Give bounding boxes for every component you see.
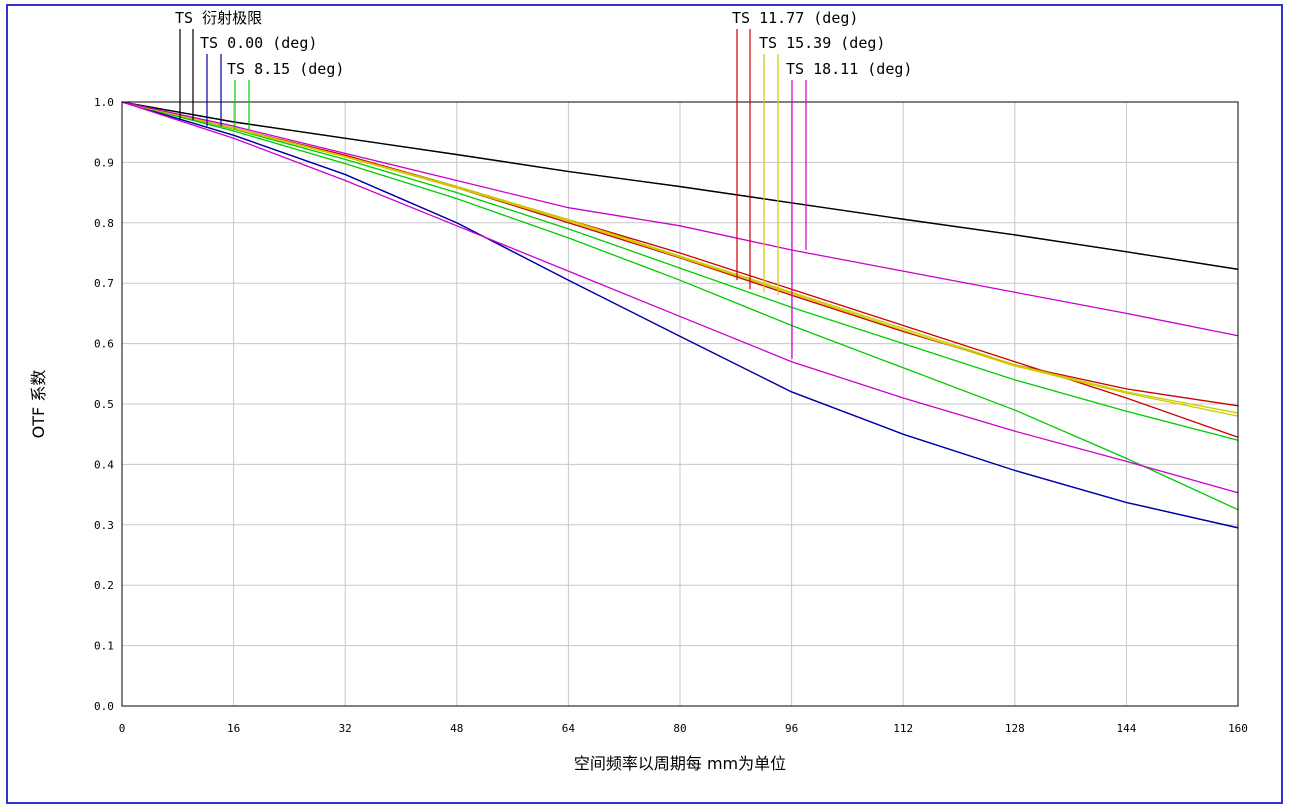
x-tick-label: 32 (339, 722, 352, 735)
x-tick-label: 80 (673, 722, 686, 735)
series-line-4 (121, 101, 1239, 511)
series-layer (121, 101, 1239, 529)
y-tick-label: 0.6 (94, 338, 114, 351)
legend-label-2: TS 8.15 (deg) (227, 60, 344, 78)
x-axis-title: 空间频率以周期每 mm为单位 (574, 754, 786, 773)
legend: TS 衍射极限 TS 0.00 (deg) TS 8.15 (deg) TS 11.7… (175, 9, 912, 359)
legend-label-3: TS 11.77 (deg) (732, 9, 858, 27)
series-line-3 (121, 101, 1239, 529)
y-axis-title: OTF 系数 (29, 370, 48, 439)
series-line-10 (121, 101, 1239, 337)
x-tick-label: 48 (450, 722, 463, 735)
x-tick-label: 128 (1005, 722, 1025, 735)
y-tick-label: 0.2 (94, 579, 114, 592)
y-tick-label: 0.8 (94, 217, 114, 230)
x-tick-label: 64 (562, 722, 576, 735)
series-line-1 (121, 101, 1239, 270)
legend-label-5: TS 18.11 (deg) (786, 60, 912, 78)
x-tick-label: 144 (1116, 722, 1136, 735)
tick-labels: 0 16 32 48 64 80 96 112 128 144 160 0.0 0.1 0.2 0.3 0.4… (94, 96, 1248, 735)
x-tick-label: 16 (227, 722, 240, 735)
y-tick-label: 0.5 (94, 398, 114, 411)
y-tick-label: 0.1 (94, 640, 114, 653)
legend-label-4: TS 15.39 (deg) (759, 34, 885, 52)
series-line-5 (121, 101, 1239, 441)
grid (121, 101, 1239, 707)
y-tick-label: 0.4 (94, 458, 114, 471)
y-tick-label: 0.3 (94, 519, 114, 532)
x-tick-label: 0 (119, 722, 126, 735)
otf-chart: 0 16 32 48 64 80 96 112 128 144 160 0.0 0.1 0.2 0.3 0.4… (29, 9, 1248, 773)
plot-area (121, 101, 1239, 707)
x-tick-label: 96 (785, 722, 798, 735)
y-tick-label: 0.0 (94, 700, 114, 713)
series-line-9 (121, 101, 1239, 417)
legend-label-1: TS 0.00 (deg) (200, 34, 317, 52)
y-tick-label: 1.0 (94, 96, 114, 109)
y-tick-label: 0.9 (94, 156, 114, 169)
legend-label-0: TS 衍射极限 (175, 9, 262, 27)
x-tick-label: 160 (1228, 722, 1248, 735)
x-tick-label: 112 (893, 722, 913, 735)
series-line-11 (121, 101, 1239, 494)
y-tick-label: 0.7 (94, 277, 114, 290)
